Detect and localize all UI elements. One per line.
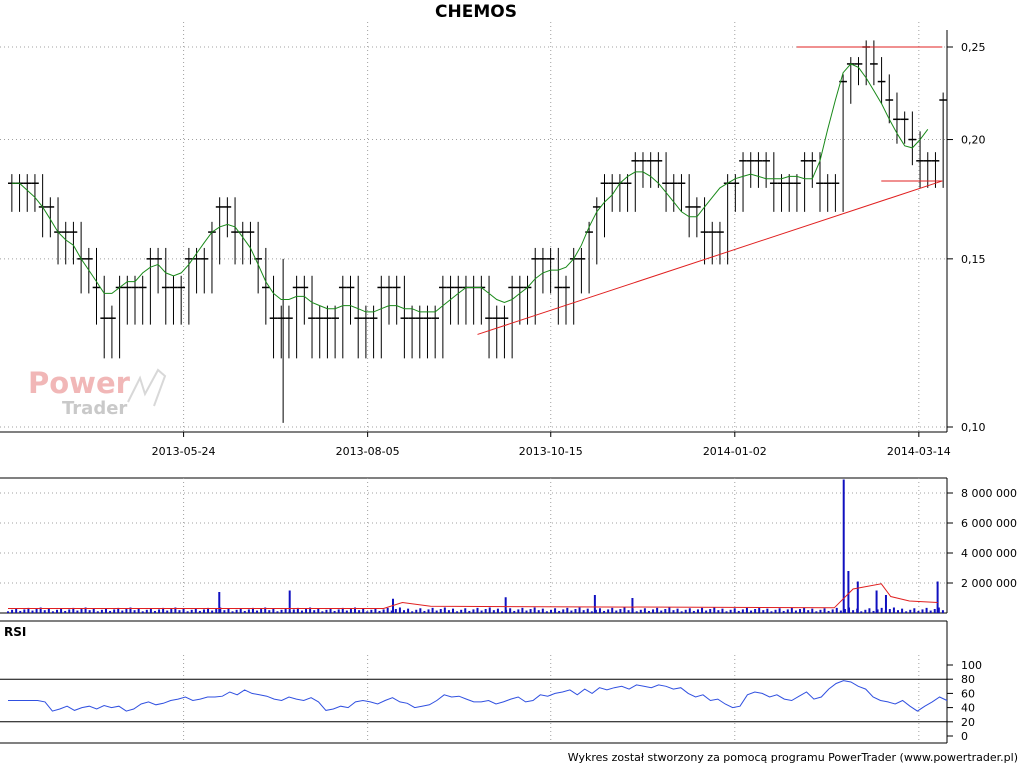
- rsi-line: [8, 680, 948, 712]
- price-x-tick-label: 2013-08-05: [336, 445, 400, 458]
- volume-y-tick-label: 8 000 000: [961, 487, 1017, 500]
- rsi-y-tick-label: 80: [961, 673, 975, 686]
- footer-credit: Wykres został stworzony za pomocą progra…: [567, 751, 1018, 764]
- logo-text-power: Power: [28, 366, 131, 400]
- price-x-tick-label: 2014-01-02: [703, 445, 767, 458]
- rsi-y-tick-label: 100: [961, 659, 982, 672]
- rsi-y-tick-label: 0: [961, 730, 968, 743]
- rsi-title: RSI: [4, 625, 26, 639]
- rsi-y-tick-label: 60: [961, 687, 975, 700]
- price-x-tick-label: 2014-03-14: [887, 445, 951, 458]
- price-moving-average: [11, 63, 929, 313]
- price-y-tick-label: 0,25: [961, 41, 986, 54]
- rsi-y-tick-label: 40: [961, 702, 975, 715]
- volume-y-tick-label: 6 000 000: [961, 517, 1017, 530]
- logo-swoosh: [127, 368, 167, 407]
- price-x-tick-label: 2013-05-24: [152, 445, 216, 458]
- volume-moving-average: [8, 583, 938, 609]
- price-y-tick-label: 0,15: [961, 253, 986, 266]
- trendline: [477, 180, 943, 335]
- chart-title: CHEMOS: [435, 2, 517, 22]
- volume-y-tick-label: 2 000 000: [961, 577, 1017, 590]
- price-y-tick-label: 0,20: [961, 134, 986, 147]
- price-x-tick-label: 2013-10-15: [519, 445, 583, 458]
- powertrader-logo: PowerTrader: [28, 366, 167, 419]
- logo-text-trader: Trader: [62, 398, 127, 419]
- rsi-y-tick-label: 20: [961, 716, 975, 729]
- volume-y-tick-label: 4 000 000: [961, 547, 1017, 560]
- price-y-tick-label: 0,10: [961, 421, 986, 434]
